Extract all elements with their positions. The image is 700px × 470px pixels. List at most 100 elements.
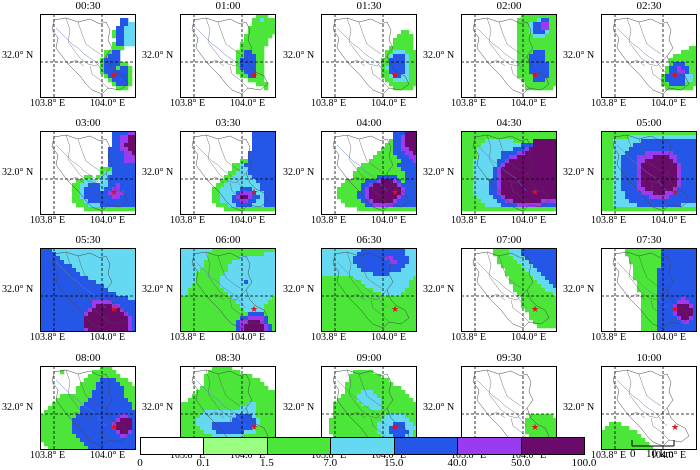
rain-cell: [493, 207, 498, 212]
rain-cell: [120, 272, 125, 277]
rain-cell: [629, 151, 634, 156]
rain-cell: [104, 207, 109, 212]
rain-cell: [525, 199, 530, 204]
rain-cell: [409, 50, 414, 55]
rain-cell: [124, 248, 129, 253]
rain-cell: [329, 316, 334, 321]
rain-cell: [461, 135, 466, 140]
rain-cell: [224, 183, 229, 188]
rain-cell: [641, 300, 646, 305]
rain-cell: [497, 171, 502, 176]
rain-cell: [349, 260, 354, 265]
rain-cell: [653, 151, 658, 156]
rain-cell: [481, 207, 486, 212]
rain-cell: [641, 179, 646, 184]
rain-cell: [357, 167, 362, 172]
rain-cell: [325, 328, 330, 332]
rain-cell: [272, 151, 276, 156]
rain-cell: [673, 191, 678, 196]
rain-cell: [112, 382, 117, 387]
rainfall-map: ★: [321, 131, 417, 215]
rain-cell: [60, 296, 65, 301]
rain-cell: [405, 280, 410, 285]
rain-cell: [232, 296, 237, 301]
rain-cell: [76, 288, 81, 293]
rain-cell: [128, 187, 133, 192]
rain-cell: [256, 272, 261, 277]
rain-cell: [377, 280, 382, 285]
rain-cell: [357, 300, 362, 305]
rain-cell: [212, 199, 217, 204]
rain-cell: [653, 147, 658, 152]
rain-cell: [605, 171, 610, 176]
rain-cell: [545, 316, 550, 321]
river-line: [476, 261, 528, 309]
rain-cell: [553, 30, 557, 35]
rain-cell: [96, 324, 101, 329]
rain-cell: [321, 292, 326, 297]
rain-cell: [216, 312, 221, 317]
rain-cell: [529, 46, 534, 51]
map-panel: 04:30 32.0° N 103.8° E 104.0° E ★: [421, 117, 561, 233]
rain-cell: [393, 86, 398, 91]
rain-cell: [681, 199, 686, 204]
rain-cell: [689, 62, 694, 67]
rain-cell: [677, 276, 682, 281]
river-line: [195, 27, 247, 75]
rain-cell: [76, 300, 81, 305]
rainfall-map-svg: ★: [461, 248, 557, 332]
rain-cell: [685, 292, 690, 297]
rain-cell: [272, 268, 276, 273]
rain-cell: [365, 187, 370, 192]
rain-cell: [537, 143, 542, 148]
rain-cell: [345, 260, 350, 265]
rain-cell: [244, 199, 249, 204]
rain-cell: [88, 394, 93, 399]
rain-cell: [341, 252, 346, 257]
rain-cell: [393, 171, 398, 176]
rain-cell: [397, 316, 402, 321]
rain-cell: [120, 30, 125, 35]
subbasin-boundary: [358, 255, 382, 289]
rain-cell: [537, 312, 542, 317]
rain-cell: [537, 42, 542, 47]
rain-cell: [256, 26, 261, 31]
rain-cell: [200, 296, 205, 301]
rain-cell: [132, 316, 136, 321]
map-panel: 02:00 32.0° N 103.8° E 104.0° E ★: [421, 0, 561, 116]
rain-cell: [132, 135, 136, 140]
rain-cell: [196, 288, 201, 293]
rain-cell: [76, 410, 81, 415]
rain-cell: [633, 260, 638, 265]
rain-cell: [413, 50, 417, 55]
rain-cell: [256, 46, 261, 51]
rain-cell: [188, 272, 193, 277]
rain-cell: [409, 284, 414, 289]
rain-cell: [112, 418, 117, 423]
rain-cell: [529, 183, 534, 188]
rain-cell: [409, 300, 414, 305]
rain-cell: [268, 143, 273, 148]
rain-cell: [357, 256, 362, 261]
rain-cell: [393, 147, 398, 152]
rain-cell: [629, 252, 634, 257]
rain-cell: [116, 312, 121, 317]
rain-cell: [385, 272, 390, 277]
rain-cell: [413, 300, 417, 305]
rain-cell: [369, 276, 374, 281]
rain-cell: [533, 268, 538, 273]
rain-cell: [605, 167, 610, 172]
rain-cell: [401, 42, 406, 47]
rain-cell: [549, 252, 554, 257]
rain-cell: [549, 272, 554, 277]
rain-cell: [120, 324, 125, 329]
rain-cell: [196, 312, 201, 317]
rain-cell: [489, 171, 494, 176]
rain-cell: [397, 320, 402, 325]
rain-cell: [657, 159, 662, 164]
rain-cell: [665, 183, 670, 188]
rain-cell: [501, 199, 506, 204]
rain-cell: [357, 175, 362, 180]
rain-cell: [256, 135, 261, 140]
rain-cell: [509, 272, 514, 277]
